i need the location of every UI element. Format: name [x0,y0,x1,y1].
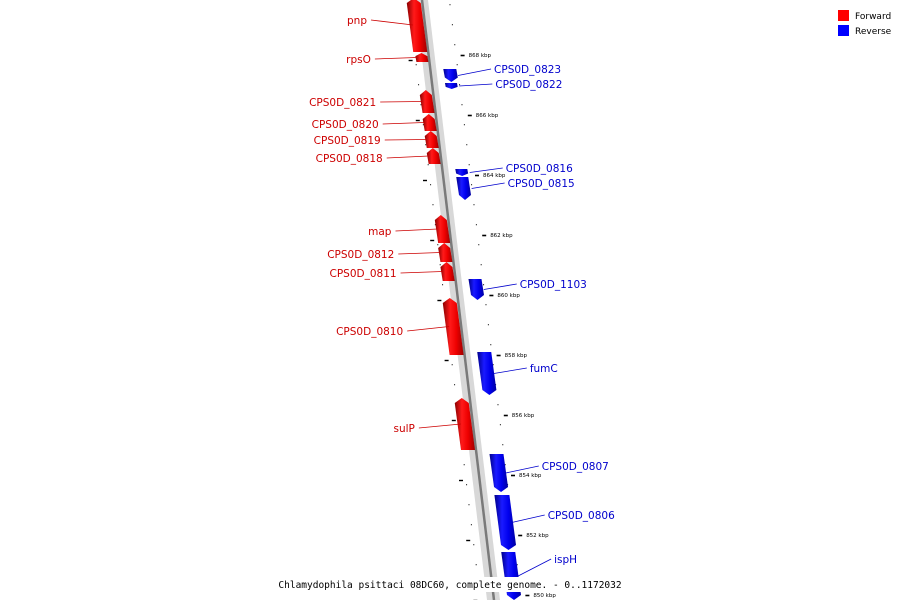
reverse-gene-arrow [501,552,521,600]
tick-label: 864 kbp [483,173,506,179]
forward-gene-arrow [426,148,441,164]
reverse-gene-arrow [477,352,497,395]
tick-label: 856 kbp [512,413,535,419]
forward-gene-arrow [419,90,435,113]
tick-label: 852 kbp [526,533,549,539]
reverse-gene-label: fumC [530,363,558,375]
tick-label: 854 kbp [519,473,542,479]
legend-forward-swatch [838,10,849,21]
reverse-gene-arrow [455,169,469,176]
reverse-gene-label: CPS0D_0823 [494,64,561,76]
legend-reverse-label: Reverse [855,27,892,37]
legend-forward-label: Forward [855,12,891,22]
forward-gene-arrow [406,0,428,52]
reverse-gene-arrow [494,495,516,550]
forward-gene-arrow [440,262,455,281]
forward-gene-arrow [422,114,437,131]
gene-labels: pnp rpsO CPS0D_0821 CPS0D_0820 CPS0D_0819 CPS… [309,15,615,577]
tick-label: 850 kbp [533,593,556,599]
forward-gene-label: CPS0D_0818 [316,153,383,165]
reverse-gene-arrow [456,177,471,200]
tick-label: 866 kbp [476,113,499,119]
forward-gene-arrow [424,131,439,148]
reverse-gene-label: ispH [554,554,577,566]
forward-gene-arrow [434,215,451,243]
forward-gene-label: sulP [394,423,415,435]
reverse-gene-label: CPS0D_0807 [542,461,609,473]
forward-gene-label: CPS0D_0810 [336,326,403,338]
reverse-gene-label: CPS0D_0822 [495,79,562,91]
forward-gene-label: CPS0D_0819 [314,135,381,147]
reverse-gene-label: CPS0D_0806 [548,510,615,522]
forward-gene-arrow [454,398,475,450]
forward-gene-arrow [415,53,429,62]
forward-gene-label: CPS0D_0812 [327,249,394,261]
forward-gene-label: map [368,226,392,238]
legend-reverse-swatch [838,25,849,36]
forward-gene-label: CPS0D_0821 [309,97,376,109]
tick-label: 858 kbp [505,353,528,359]
reverse-gene-arrow [489,454,509,492]
reverse-gene-arrow [443,69,458,82]
tick-label: 862 kbp [490,233,513,239]
tick-label: 860 kbp [497,293,520,299]
forward-gene-label: rpsO [346,54,371,66]
forward-gene-arrow [438,243,453,262]
forward-gene-label: CPS0D_0811 [330,268,397,280]
reverse-gene-label: CPS0D_0816 [506,163,573,175]
legend: Forward Reverse [838,10,892,37]
map-caption: Chlamydophila psittaci 08DC60, complete … [278,580,621,591]
reverse-gene-arrow [468,279,484,300]
backbone [415,0,500,600]
reverse-gene-label: CPS0D_1103 [520,279,587,291]
forward-gene-label: CPS0D_0820 [312,119,379,131]
tick-label: 868 kbp [469,53,492,59]
reverse-gene-arrow [444,83,458,89]
tick-marks: 868 kbp 866 kbp 864 kbp 862 kbp 860 kbp 858 k… [408,53,556,600]
forward-gene-label: pnp [347,15,367,27]
reverse-gene-label: CPS0D_0815 [508,178,575,190]
gene-features [406,0,521,600]
forward-gene-arrow [442,298,464,355]
